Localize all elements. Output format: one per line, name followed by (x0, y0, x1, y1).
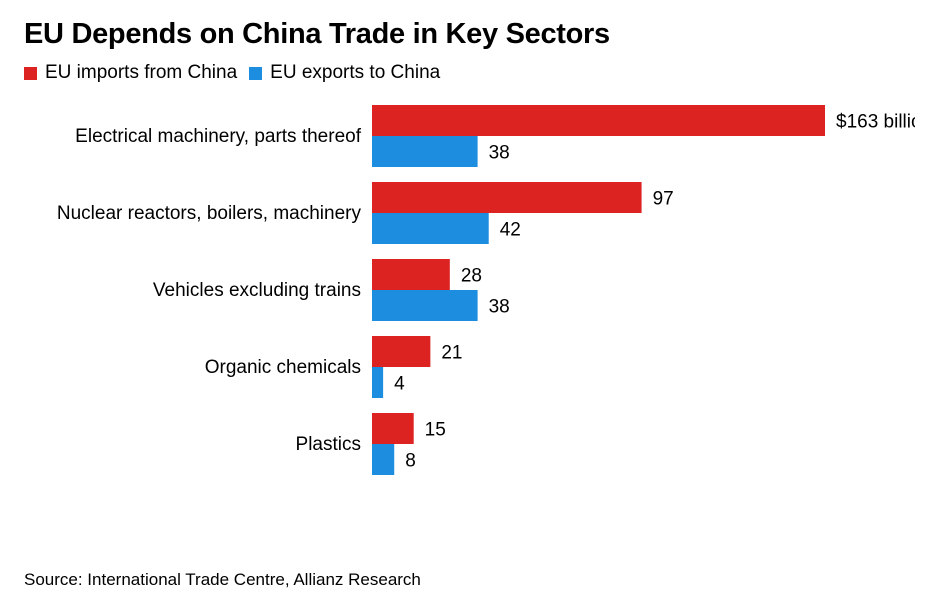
category-label-electrical-machinery-parts-thereof: Electrical machinery, parts thereof (75, 126, 362, 147)
data-label-imports-electrical-machinery-parts-thereof: $163 billion (836, 112, 932, 133)
data-label-exports-vehicles-excluding-trains: 38 (489, 297, 510, 318)
bar-imports-vehicles-excluding-trains (372, 259, 450, 290)
data-label-exports-nuclear-reactors-boilers-machinery: 42 (500, 220, 521, 241)
data-label-exports-electrical-machinery-parts-thereof: 38 (489, 143, 510, 164)
legend-label-exports: EU exports to China (270, 62, 441, 83)
data-label-imports-vehicles-excluding-trains: 28 (461, 266, 482, 287)
bar-exports-electrical-machinery-parts-thereof (372, 136, 478, 167)
source-note: Source: International Trade Centre, Alli… (24, 570, 421, 589)
data-label-imports-nuclear-reactors-boilers-machinery: 97 (653, 189, 674, 210)
legend-label-imports: EU imports from China (45, 62, 238, 83)
bar-imports-plastics (372, 413, 414, 444)
bar-imports-electrical-machinery-parts-thereof (372, 105, 825, 136)
data-label-imports-organic-chemicals: 21 (441, 343, 462, 364)
category-label-nuclear-reactors-boilers-machinery: Nuclear reactors, boilers, machinery (57, 203, 362, 224)
legend-swatch-imports (24, 66, 37, 80)
bar-imports-organic-chemicals (372, 336, 431, 367)
category-label-plastics: Plastics (296, 434, 361, 455)
legend-item-exports: EU exports to China (249, 62, 440, 84)
bar-imports-nuclear-reactors-boilers-machinery (372, 182, 642, 213)
bar-exports-plastics (372, 444, 395, 475)
bar-exports-nuclear-reactors-boilers-machinery (372, 213, 489, 244)
bar-exports-vehicles-excluding-trains (372, 290, 478, 321)
data-label-exports-organic-chemicals: 4 (394, 374, 405, 395)
legend-swatch-exports (249, 66, 263, 80)
bar-exports-organic-chemicals (372, 367, 384, 398)
legend-item-imports: EU imports from China (24, 62, 237, 84)
data-label-imports-plastics: 15 (425, 420, 446, 441)
chart-title: EU Depends on China Trade in Key Sectors (24, 18, 610, 50)
category-label-organic-chemicals: Organic chemicals (205, 357, 361, 378)
data-label-exports-plastics: 8 (405, 451, 416, 472)
bar-chart: Electrical machinery, parts thereof $163 … (57, 105, 932, 475)
chart-legend: EU imports from China EU exports to Chin… (24, 62, 452, 84)
category-label-vehicles-excluding-trains: Vehicles excluding trains (153, 280, 361, 301)
